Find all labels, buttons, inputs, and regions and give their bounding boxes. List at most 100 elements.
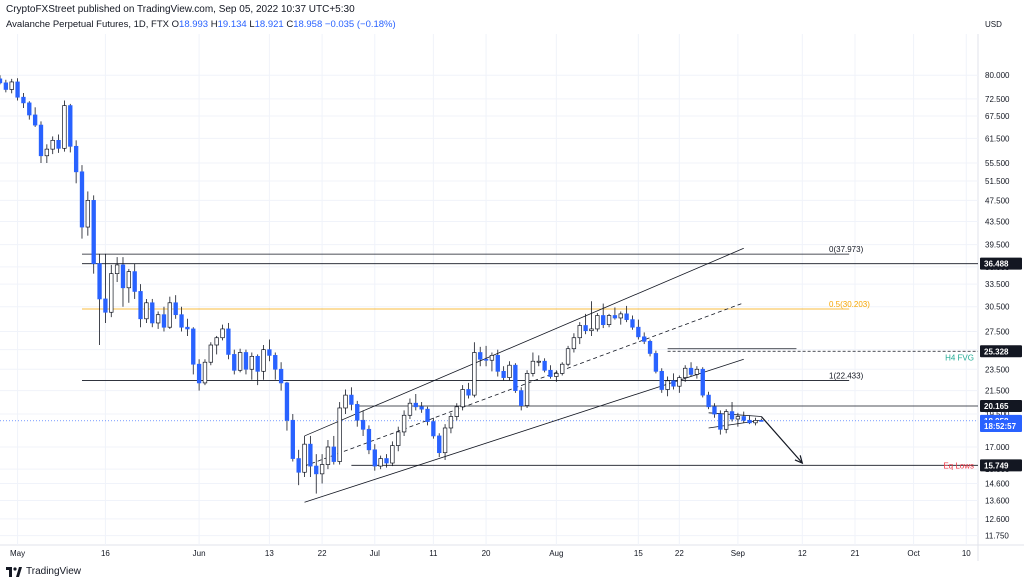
trend-line [708,419,762,429]
candle-body [284,382,290,421]
candle-body [255,355,260,372]
candle-body [712,406,717,415]
candle-body [349,394,354,405]
candle-body [583,325,588,332]
candle-body [79,171,85,228]
candle-body [179,314,184,328]
x-tick-label: Sep [731,549,746,558]
candle-body [103,298,108,313]
candle-body [214,337,219,346]
x-tick-label: 13 [265,549,274,558]
candle-body [724,411,729,430]
level-label: H4 FVG [945,353,974,362]
candle-body [671,380,676,387]
candle-body [378,458,383,467]
x-tick-label: Aug [549,549,563,558]
y-tick-label: 23.500 [985,365,1010,374]
level-label: 0.5(30.203) [829,300,870,309]
y-tick-label: 21.500 [985,387,1010,396]
candle-body [314,465,319,475]
y-tick-label: 17.000 [985,443,1010,452]
symbol-title[interactable]: Avalanche Perpetual Futures, 1D, FTX [6,19,169,30]
candle-body [542,360,547,371]
candle-body [507,364,512,378]
y-tick-label: 30.500 [985,303,1010,312]
candle-body [407,402,413,416]
chart-header: CryptoFXStreet published on TradingView.… [0,0,1024,34]
candle-body [706,394,711,408]
candle-body [267,349,272,356]
candle-body [191,328,196,365]
y-tick-label: 61.500 [985,134,1010,143]
candle-body [677,377,682,387]
candle-body [636,326,641,338]
candle-body [232,354,237,371]
y-tick-label: 27.500 [985,328,1010,337]
candle-body [571,337,577,350]
high-value: 19.134 [217,19,247,30]
candle-body [120,264,126,289]
candle-body [595,315,600,330]
candle-body [0,78,3,84]
change-value: −0.035 (−0.18%) [324,19,396,30]
trend-line [304,358,744,503]
y-tick-label: 67.500 [985,112,1010,121]
price-tag-label: 36.488 [984,260,1009,269]
x-tick-label: 15 [634,549,643,558]
candle-body [32,114,38,126]
candle-body [138,291,143,320]
candle-body [15,81,20,98]
y-tick-label: 13.600 [985,497,1010,506]
candle-body [478,352,483,360]
candle-body [618,313,623,319]
price-tag-label: 18:52:57 [984,422,1017,431]
candle-body [173,302,178,316]
candle-body [56,139,61,149]
candle-body [425,408,430,422]
candle-body [337,407,342,462]
candle-body [3,82,9,90]
candle-body [466,389,471,396]
candle-body [612,315,618,319]
candle-body [419,406,424,410]
tradingview-logo-icon [6,566,22,577]
candle-body [167,302,172,328]
price-tag [980,399,1022,412]
candle-body [44,148,50,157]
candle-body [202,361,208,384]
candle-body [589,328,594,332]
candle-body [226,328,231,355]
candle-body [355,404,360,421]
candle-body [319,464,325,475]
y-tick-label: 19.500 [985,410,1010,419]
candle-body [729,411,735,420]
x-tick-label: 10 [962,549,971,558]
candle-body [560,363,565,374]
candle-body [495,355,500,372]
candle-body [155,314,161,324]
y-tick-label: 80.000 [985,71,1010,80]
x-tick-label: 16 [101,549,110,558]
x-tick-label: 20 [482,549,491,558]
candle-body [700,368,705,396]
candle-body [150,302,155,324]
y-tick-label: 14.600 [985,480,1010,489]
candle-body [237,352,243,371]
candle-body [384,458,389,464]
candle-body [220,328,225,339]
candle-body [747,419,752,424]
x-tick-label: 11 [429,549,438,558]
candle-body [290,419,295,459]
candle-body [132,271,137,292]
candle-body [501,370,506,378]
candle-body [688,367,694,375]
candle-body [577,325,582,339]
brand-name: TradingView [26,566,82,577]
trend-line [304,302,744,467]
low-value: 18.921 [254,19,284,30]
price-tag [980,257,1022,270]
candle-body [27,102,32,116]
price-tag [980,345,1022,358]
trend-line [304,247,744,437]
